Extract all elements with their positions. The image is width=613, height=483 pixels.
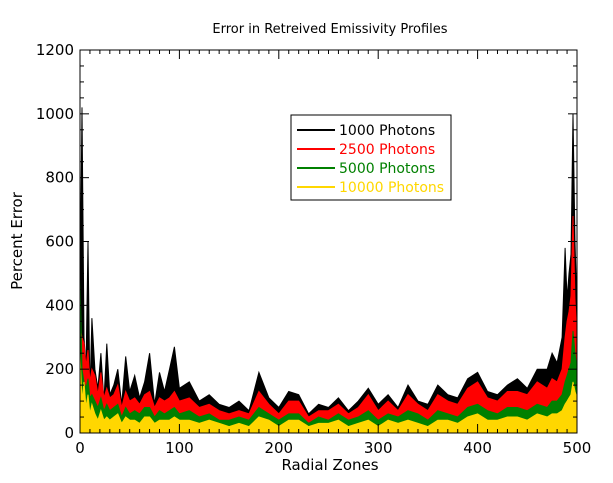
y-axis-label: Percent Error: [8, 191, 26, 290]
x-tick-label: 500: [563, 439, 592, 457]
y-tick-label: 200: [45, 360, 74, 378]
y-tick-label: 1200: [36, 41, 74, 59]
legend-label-1: 1000 Photons: [339, 123, 435, 139]
x-axis-label: Radial Zones: [281, 456, 378, 474]
legend-label-3: 5000 Photons: [339, 161, 435, 177]
legend-label-4: 10000 Photons: [339, 180, 444, 196]
series-layer: [79, 107, 578, 434]
x-ticks: 0 100 200 300 400 500: [75, 50, 591, 457]
x-tick-label: 100: [165, 439, 194, 457]
x-tick-label: 300: [364, 439, 393, 457]
y-tick-label: 1000: [36, 105, 74, 123]
x-tick-label: 200: [264, 439, 293, 457]
y-tick-label: 0: [64, 424, 74, 442]
plot-frame: [79, 49, 578, 434]
series-4-area: [79, 353, 578, 434]
y-ticks: 0 200 400 600 800 1000 1200: [36, 41, 577, 442]
legend-label-2: 2500 Photons: [339, 142, 435, 158]
chart-title: Error in Retreived Emissivity Profiles: [212, 22, 447, 37]
y-tick-label: 800: [45, 169, 74, 187]
x-tick-label: 400: [463, 439, 492, 457]
legend: 1000 Photons 2500 Photons 5000 Photons 1000…: [290, 114, 452, 201]
y-tick-label: 600: [45, 233, 74, 251]
series-3-area: [79, 279, 578, 434]
x-tick-label: 0: [75, 439, 85, 457]
y-tick-label: 400: [45, 296, 74, 314]
